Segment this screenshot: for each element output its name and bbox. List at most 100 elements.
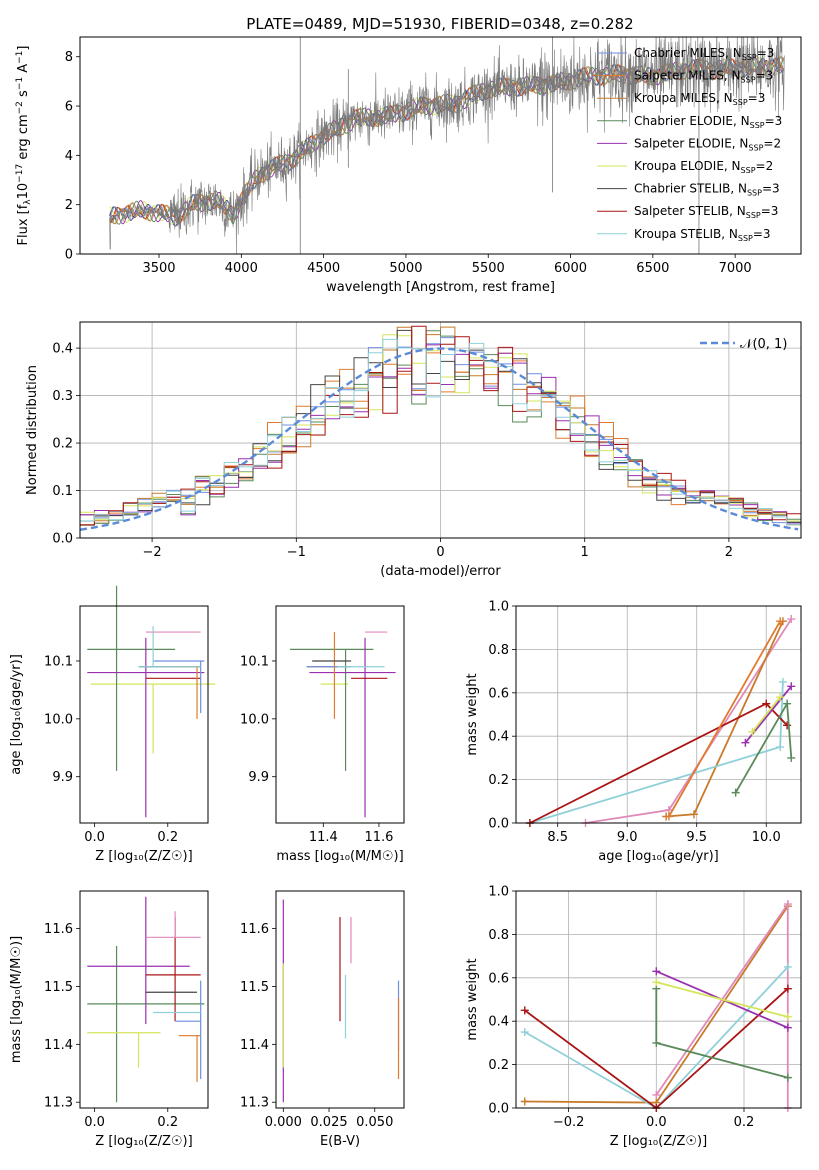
weight-marker xyxy=(652,1038,661,1047)
weight_vs_age-xlabel: age [log₁₀(age/yr)] xyxy=(598,849,719,864)
y-tick-label: 10.1 xyxy=(44,654,73,669)
weight-line xyxy=(668,620,781,817)
legend-tail: =3 xyxy=(761,204,779,218)
legend-label: Salpeter MILES, NSSP=3 xyxy=(634,69,773,85)
y-tick-label: 9.9 xyxy=(52,770,73,785)
x-tick-label: 5000 xyxy=(389,261,422,276)
x-tick-label: 9.0 xyxy=(617,830,638,845)
ylabel-part: −1 xyxy=(15,77,25,90)
y-tick-label: 11.6 xyxy=(240,922,269,937)
legend-sub: SSP xyxy=(748,143,763,152)
axes-age_vs_mass: 11.4 11.6 9.9 10.0 10.1 xyxy=(240,654,393,845)
x-tick-label: 0.2 xyxy=(157,830,178,845)
axes-mass_vs_Z: 0.0 0.2 11.3 11.4 11.5 11.6 xyxy=(44,922,178,1130)
y-tick-label: 8 xyxy=(65,50,73,65)
ylabel-part: s xyxy=(16,90,31,101)
legend-sub: SSP xyxy=(738,234,753,243)
legend-text: Kroupa ELODIE, N xyxy=(634,159,741,173)
weight-marker xyxy=(731,788,740,797)
weight_vs_age-ylabel: mass weight xyxy=(465,673,480,755)
y-tick-label: 0.2 xyxy=(488,1058,509,1073)
errorbars-mass_vs_Z xyxy=(87,896,205,1103)
errorbars-age_vs_Z xyxy=(87,585,216,818)
x-tick-label: 0.025 xyxy=(310,1115,347,1130)
weight-marker xyxy=(783,699,792,708)
legend-label: Chabrier MILES, NSSP=3 xyxy=(634,46,774,62)
legend-label: Chabrier ELODIE, NSSP=3 xyxy=(634,114,782,130)
legend-sub: SSP xyxy=(742,53,757,62)
mass_vs_Z-xlabel: Z [log₁₀(Z/Z☉)] xyxy=(95,1134,192,1149)
legend-label: Salpeter ELODIE, NSSP=2 xyxy=(634,136,781,152)
x-tick-label: 2 xyxy=(725,545,733,560)
weight-line xyxy=(751,696,781,733)
axes-age_vs_Z: 0.0 0.2 9.9 10.0 10.1 xyxy=(44,654,178,845)
legend-tail: =3 xyxy=(748,91,766,105)
age_vs_mass-frame xyxy=(275,605,405,824)
weight-marker xyxy=(652,967,661,976)
legend-label: Chabrier STELIB, NSSP=3 xyxy=(634,182,780,198)
residuals-frame xyxy=(79,321,802,539)
ylabel-part: −2 xyxy=(15,101,25,114)
spectrum-lines xyxy=(109,37,785,254)
x-tick-label: −0.2 xyxy=(553,1115,585,1130)
weight-marker xyxy=(783,721,792,730)
y-tick-label: 10.0 xyxy=(44,712,73,727)
legend-label: Kroupa STELIB, NSSP=3 xyxy=(634,227,771,243)
weight-marker xyxy=(520,1028,529,1037)
x-tick-label: 5500 xyxy=(472,261,505,276)
weight-marker xyxy=(778,677,787,686)
y-tick-label: 0.0 xyxy=(488,817,509,832)
y-tick-label: 10.0 xyxy=(240,712,269,727)
y-tick-label: 0.4 xyxy=(488,1015,509,1030)
legend-tail: =2 xyxy=(763,136,781,150)
y-tick-label: 11.4 xyxy=(240,1038,269,1053)
weight-marker xyxy=(652,1090,661,1099)
weight_vs_Z-frame xyxy=(515,890,802,1109)
weight-marker xyxy=(776,693,785,702)
errorbars-age_vs_mass xyxy=(289,631,396,818)
y-tick-label: 0.8 xyxy=(488,928,509,943)
legend-text: Salpeter ELODIE, N xyxy=(634,136,748,150)
mass_vs_ebv-frame xyxy=(275,890,405,1109)
x-tick-label: −1 xyxy=(287,545,306,560)
x-tick-label: 11.6 xyxy=(364,830,393,845)
weight_vs_Z-ylabel: mass weight xyxy=(465,958,480,1040)
axes-weight_vs_age: 8.5 9.0 9.5 10.0 0.0 0.2 0.4 0.6 0.8 1.0 xyxy=(488,600,801,845)
legend-text: Chabrier STELIB, N xyxy=(634,182,747,196)
observed-spectrum xyxy=(109,37,785,254)
axes-residuals: −2 −1 0 1 2 0.0 0.1 0.2 0.3 0.4 xyxy=(52,322,801,560)
weight-marker xyxy=(776,743,785,752)
spectrum-xlabel: wavelength [Angstrom, rest frame] xyxy=(326,280,555,295)
weight-marker xyxy=(783,962,792,971)
legend-sub: SSP xyxy=(746,211,761,220)
mass_vs_Z-ylabel: mass [log₁₀(M/M☉)] xyxy=(9,936,24,1063)
legend-text: Chabrier MILES, N xyxy=(634,46,742,60)
x-tick-label: 4500 xyxy=(307,261,340,276)
legend-label: Kroupa ELODIE, NSSP=2 xyxy=(634,159,773,175)
x-tick-label: 7000 xyxy=(719,261,752,276)
x-tick-label: −2 xyxy=(143,545,162,560)
weight-marker xyxy=(787,753,796,762)
mass_vs_ebv-xlabel: E(B-V) xyxy=(320,1134,360,1149)
legend-text: Kroupa STELIB, N xyxy=(634,227,738,241)
weight_vs_Z-xlabel: Z [log₁₀(Z/Z☉)] xyxy=(610,1134,707,1149)
weight-marker xyxy=(783,1012,792,1021)
y-tick-label: 0.1 xyxy=(52,484,73,499)
legend-tail: =3 xyxy=(765,114,783,128)
weight-marker xyxy=(787,615,796,624)
y-tick-label: 6 xyxy=(65,100,73,115)
x-tick-label: 4000 xyxy=(225,261,258,276)
age_vs_mass-xlabel: mass [log₁₀(M/M☉)] xyxy=(276,849,403,864)
y-tick-label: 10.1 xyxy=(240,654,269,669)
x-tick-label: 10.0 xyxy=(752,830,781,845)
ylabel-part: ] xyxy=(16,46,31,51)
legend-label: Salpeter STELIB, NSSP=3 xyxy=(634,204,778,220)
y-tick-label: 0 xyxy=(65,248,73,263)
weight-marker xyxy=(783,900,792,909)
y-tick-label: 11.3 xyxy=(44,1096,73,1111)
spectrum-frame xyxy=(79,36,802,255)
y-tick-label: 1.0 xyxy=(488,600,509,615)
weight-line xyxy=(656,981,789,1018)
weight-marker xyxy=(652,978,661,987)
